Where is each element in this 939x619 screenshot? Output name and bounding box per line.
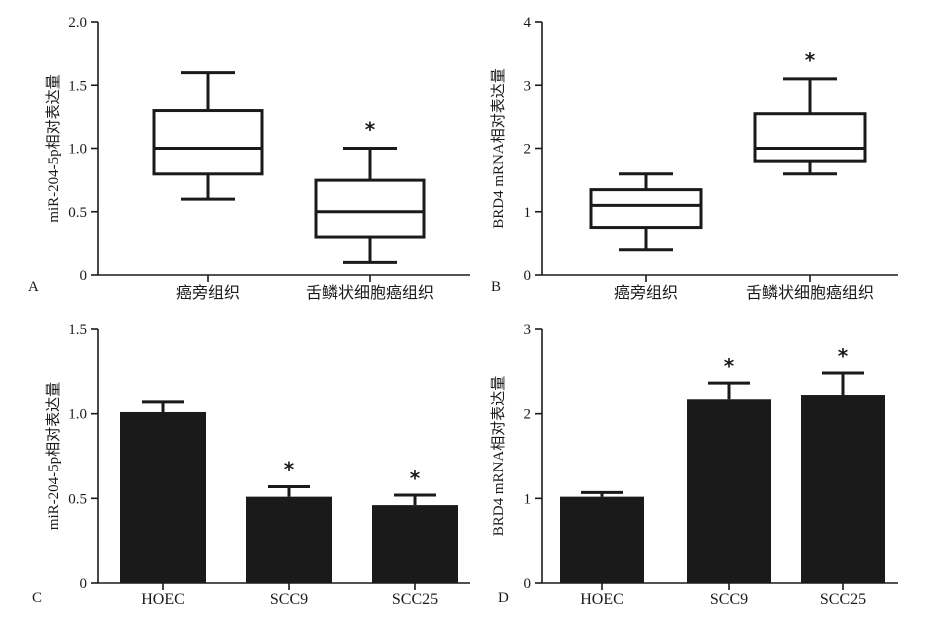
bar bbox=[801, 395, 885, 583]
panel-label: D bbox=[498, 590, 509, 606]
panel-label: C bbox=[32, 590, 42, 606]
bar-group: * bbox=[687, 354, 771, 583]
x-category-label: SCC9 bbox=[270, 591, 308, 608]
x-category-label: 癌旁组织 bbox=[614, 284, 678, 302]
y-tick-label: 1.0 bbox=[68, 407, 87, 423]
bar-group: * bbox=[246, 457, 332, 583]
box-plot bbox=[152, 71, 264, 201]
box-plot bbox=[589, 172, 703, 252]
panel-c: 0 0.5 1.0 1.5 miR-204-5p相对表达量 HOEC SCC9 SCC25 C *… bbox=[32, 322, 470, 608]
y-axis-label: BRD4 mRNA相对表达量 bbox=[490, 376, 507, 536]
y-tick-label: 2.0 bbox=[68, 15, 87, 31]
significance-mark: * bbox=[838, 344, 849, 368]
y-tick-label: 1 bbox=[524, 205, 532, 221]
box-plot: * bbox=[314, 118, 426, 264]
panel-label: B bbox=[491, 279, 501, 295]
y-tick-label: 0 bbox=[80, 268, 88, 284]
bar bbox=[560, 496, 644, 583]
y-tick-label: 0 bbox=[524, 268, 532, 284]
y-tick-label: 3 bbox=[524, 78, 532, 94]
bar bbox=[372, 505, 458, 583]
y-tick-label: 0.5 bbox=[68, 491, 87, 507]
x-category-label: 癌旁组织 bbox=[176, 284, 240, 302]
x-category-label: HOEC bbox=[580, 591, 624, 608]
bar bbox=[687, 399, 771, 583]
x-category-label: 舌鳞状细胞癌组织 bbox=[746, 284, 874, 302]
x-category-label: 舌鳞状细胞癌组织 bbox=[306, 284, 434, 302]
y-axis-label: miR-204-5p相对表达量 bbox=[45, 382, 62, 530]
y-tick-label: 4 bbox=[524, 15, 532, 31]
panel-label: A bbox=[28, 279, 39, 295]
y-tick-label: 2 bbox=[524, 407, 532, 423]
bar bbox=[120, 411, 206, 583]
box-iqr bbox=[152, 109, 264, 176]
y-tick-label: 0 bbox=[524, 576, 532, 592]
significance-mark: * bbox=[805, 48, 816, 72]
panel-d: 0 1 2 3 BRD4 mRNA相对表达量 HOEC SCC9 SCC25 D * * bbox=[490, 322, 898, 608]
significance-mark: * bbox=[365, 118, 376, 142]
x-category-label: SCC25 bbox=[820, 591, 866, 608]
y-tick-label: 0.5 bbox=[68, 205, 87, 221]
bar bbox=[246, 496, 332, 583]
x-category-label: SCC9 bbox=[710, 591, 748, 608]
y-axis-label: BRD4 mRNA相对表达量 bbox=[490, 68, 507, 228]
box-iqr bbox=[314, 178, 426, 239]
bar-group bbox=[120, 400, 206, 583]
significance-mark: * bbox=[284, 457, 295, 481]
x-category-label: HOEC bbox=[141, 591, 185, 608]
y-axis-label: miR-204-5p相对表达量 bbox=[45, 74, 62, 222]
box-plot: * bbox=[753, 48, 867, 176]
y-tick-label: 0 bbox=[80, 576, 88, 592]
box-iqr bbox=[589, 188, 703, 230]
significance-mark: * bbox=[724, 354, 735, 378]
y-tick-label: 1.0 bbox=[68, 142, 87, 158]
y-tick-label: 1.5 bbox=[68, 78, 87, 94]
y-tick-label: 3 bbox=[524, 322, 532, 338]
y-tick-label: 2 bbox=[524, 142, 532, 158]
box-iqr bbox=[753, 112, 867, 163]
significance-mark: * bbox=[410, 466, 421, 490]
y-tick-label: 1.5 bbox=[68, 322, 87, 338]
bar-group: * bbox=[372, 466, 458, 583]
y-tick-label: 1 bbox=[524, 491, 532, 507]
x-category-label: SCC25 bbox=[392, 591, 438, 608]
bar-group: * bbox=[801, 344, 885, 583]
bar-group bbox=[560, 490, 644, 583]
